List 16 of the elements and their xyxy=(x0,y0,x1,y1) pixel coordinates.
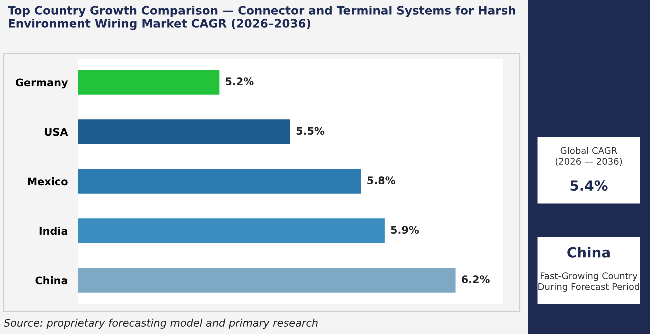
y-tick-label: India xyxy=(40,227,68,236)
y-tick-label: Mexico xyxy=(28,178,68,186)
text: Global CAGR (2026 — 2036) xyxy=(556,147,622,166)
y-tick-label: China xyxy=(36,276,68,285)
data-label: 5.5% xyxy=(296,127,325,136)
source-note: Source: proprietary forecasting model and primary research xyxy=(4,318,318,329)
data-label: 5.8% xyxy=(368,176,396,185)
data-label: 6.2% xyxy=(462,276,490,284)
text: Fast-Growing Country During Forecast Period xyxy=(538,272,640,292)
data-label: 5.9% xyxy=(391,226,420,234)
chart-title: Top Country Growth Comparison — Connector and Terminal Systems for Harsh Environment Wiring Market CAGR (2026–2036) xyxy=(8,6,516,30)
text: China xyxy=(568,247,610,258)
y-tick-label: Germany xyxy=(16,78,68,89)
text: 5.4% xyxy=(570,180,608,192)
data-label: 5.2% xyxy=(226,78,254,86)
y-tick-label: USA xyxy=(45,128,68,136)
